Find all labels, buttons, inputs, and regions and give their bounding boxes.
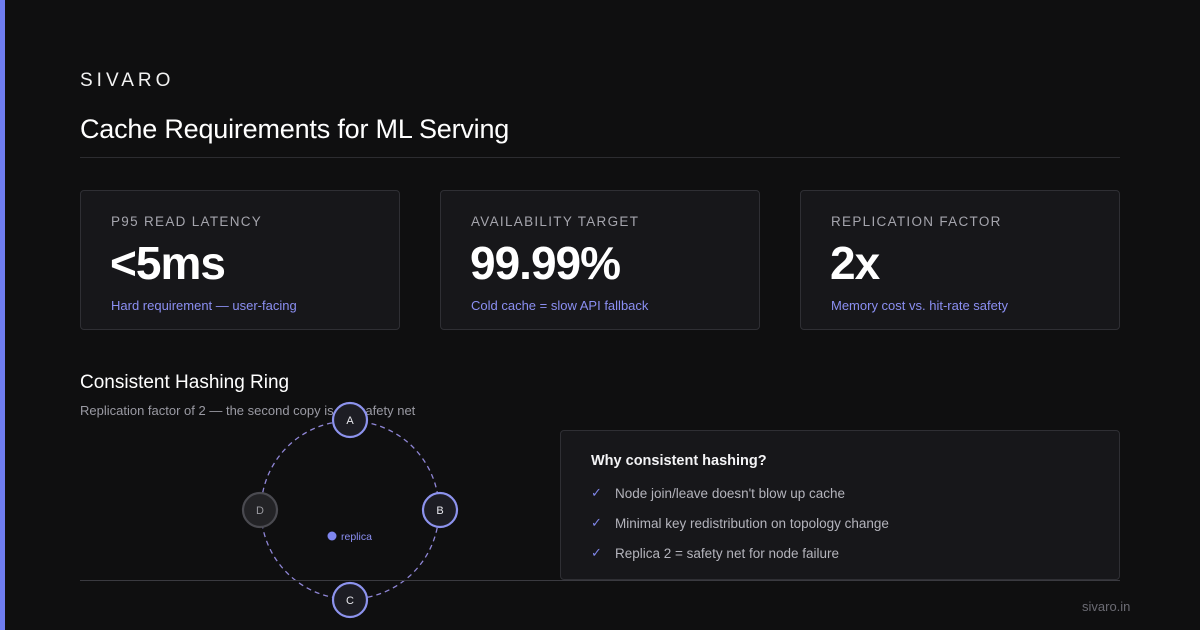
brand-logo: SIVARO <box>80 70 175 91</box>
section-baseline <box>80 580 1120 581</box>
title-divider <box>80 157 1120 158</box>
metric-note: Hard requirement — user-facing <box>111 298 297 313</box>
ring-section-subtitle: Replication factor of 2 — the second cop… <box>80 403 416 418</box>
benefit-text: Replica 2 = safety net for node failure <box>615 545 840 561</box>
replica-label: replica <box>341 531 372 543</box>
metric-card-replication: REPLICATION FACTOR 2x Memory cost vs. hi… <box>800 190 1120 330</box>
node-label-a: A <box>346 415 354 427</box>
hashing-ring-diagram: A B C D replica <box>241 401 459 619</box>
footer-url: sivaro.in <box>1082 599 1131 614</box>
ring-node-d: D <box>241 491 279 529</box>
node-label-d: D <box>256 505 264 517</box>
metric-label: AVAILABILITY TARGET <box>471 214 640 229</box>
node-label-b: B <box>436 505 443 517</box>
metric-value: <5ms <box>110 237 226 289</box>
check-icon: ✓ <box>591 515 602 530</box>
why-consistent-hashing-panel: Why consistent hashing? ✓ Node join/leav… <box>560 430 1120 580</box>
metric-card-availability: AVAILABILITY TARGET 99.99% Cold cache = … <box>440 190 760 330</box>
check-icon: ✓ <box>591 545 602 560</box>
node-label-c: C <box>346 595 354 607</box>
metric-note: Cold cache = slow API fallback <box>471 298 649 313</box>
metric-label: REPLICATION FACTOR <box>831 214 1002 229</box>
ring-node-b: B <box>421 491 459 529</box>
benefit-text: Minimal key redistribution on topology c… <box>615 515 889 531</box>
metric-value: 2x <box>830 237 880 289</box>
ring-node-c: C <box>331 581 369 619</box>
metric-label: P95 READ LATENCY <box>111 214 263 229</box>
benefit-item: ✓ Node join/leave doesn't blow up cache <box>591 485 845 501</box>
page-title: Cache Requirements for ML Serving <box>80 114 510 144</box>
ring-node-a: A <box>331 401 369 439</box>
metric-value: 99.99% <box>470 237 621 289</box>
accent-bar <box>0 0 5 630</box>
benefit-item: ✓ Minimal key redistribution on topology… <box>591 515 889 531</box>
hash-ring <box>260 420 440 600</box>
metric-card-latency: P95 READ LATENCY <5ms Hard requirement —… <box>80 190 400 330</box>
ring-section-title: Consistent Hashing Ring <box>80 372 290 393</box>
benefit-text: Node join/leave doesn't blow up cache <box>615 485 845 501</box>
metric-note: Memory cost vs. hit-rate safety <box>831 298 1008 313</box>
check-icon: ✓ <box>591 485 602 500</box>
benefit-item: ✓ Replica 2 = safety net for node failur… <box>591 545 839 561</box>
panel-title: Why consistent hashing? <box>591 453 767 469</box>
replica-dot <box>327 531 337 541</box>
